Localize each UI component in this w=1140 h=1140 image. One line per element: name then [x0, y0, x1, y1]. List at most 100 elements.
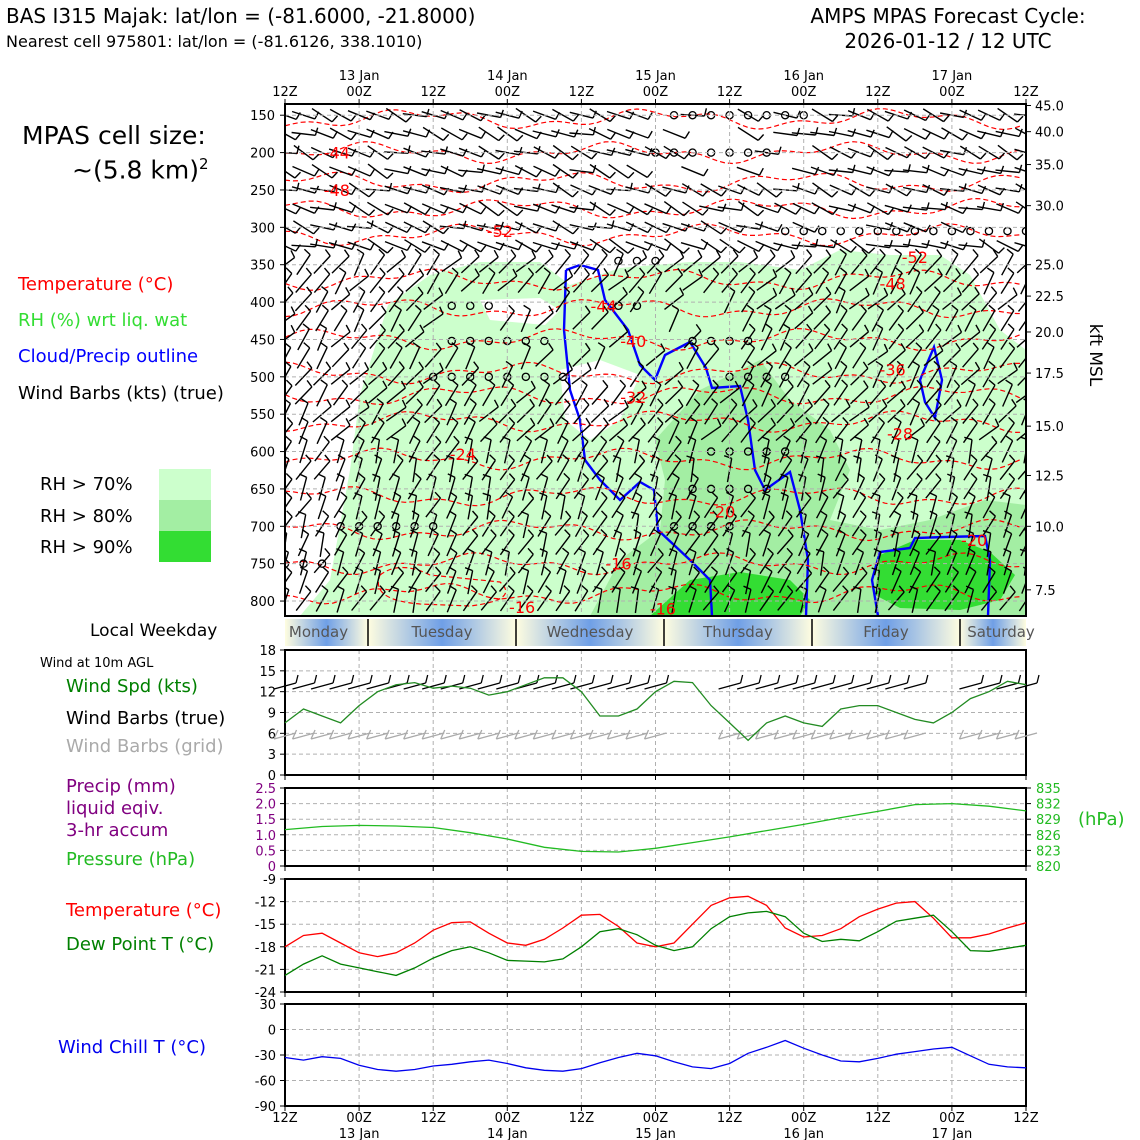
- windchill-xtick-label: 12Z: [569, 1111, 595, 1126]
- wind-barb-feather: [572, 227, 579, 235]
- wind-barb: [922, 108, 944, 123]
- wind-barb-feather: [905, 134, 913, 142]
- wind10m-barb-feather: [739, 674, 744, 684]
- wind-barb-feather: [688, 491, 697, 497]
- wind-barb: [866, 166, 890, 177]
- wind10m-barb-feather: [554, 674, 558, 684]
- temperature-line: [284, 895, 1027, 958]
- wind10m-barb-feather: [591, 674, 596, 684]
- wind-barb-feather: [490, 585, 497, 593]
- wind-barb: [611, 497, 626, 519]
- grid-barb: [977, 732, 1001, 740]
- grid-barb: [885, 732, 908, 740]
- wind-barb: [532, 241, 557, 251]
- wind10m-barb: [755, 682, 778, 690]
- wind-barb: [983, 272, 995, 295]
- wind-barb: [349, 368, 369, 385]
- wind-barb-feather: [564, 529, 571, 536]
- grid-barb: [551, 732, 575, 740]
- wind-barb-feather: [583, 267, 590, 275]
- wind-barb: [370, 422, 385, 444]
- wind-barb-feather: [561, 416, 569, 423]
- wind-barb-feather: [801, 529, 810, 535]
- wind-barb-feather: [397, 566, 405, 574]
- wind-barb-feather: [1038, 149, 1042, 156]
- grid-barb-feather: [310, 729, 316, 740]
- wind-barb-feather: [837, 529, 846, 535]
- windchill-date-label: 15 Jan: [635, 1127, 676, 1140]
- wind-barb: [615, 458, 622, 483]
- wind-barb-feather: [350, 114, 357, 122]
- grid-barb-feather: [773, 729, 779, 740]
- wind-barb-feather: [763, 529, 771, 535]
- wind-barb-feather: [1023, 398, 1026, 402]
- wind-barb: [983, 346, 995, 370]
- wind-barb-feather: [391, 473, 400, 479]
- wind-barb: [945, 421, 959, 444]
- wind-barb: [962, 348, 979, 368]
- wind-barb: [439, 225, 464, 230]
- wind-barb-feather: [950, 528, 958, 535]
- wind-barb: [347, 225, 372, 229]
- pressure-tick-label: 820: [1036, 860, 1061, 875]
- wind-barb-feather: [1006, 248, 1014, 255]
- wind-barb: [557, 440, 569, 463]
- wind-barb: [407, 571, 422, 594]
- grid-barb: [366, 732, 389, 740]
- wind-barb: [299, 439, 308, 464]
- wind-barb-feather: [912, 267, 921, 273]
- wind-barb-feather: [915, 342, 923, 349]
- wind-barb: [336, 439, 345, 464]
- wind-barb: [902, 243, 927, 249]
- windchill-xtick-label: 12Z: [865, 1111, 891, 1126]
- wind-barb-feather: [333, 202, 337, 211]
- wind-barb-feather: [1002, 492, 1011, 497]
- wind-barb: [317, 495, 327, 520]
- cross-section-fields: [285, 104, 1042, 616]
- wind-barb-feather: [313, 168, 320, 177]
- wind-barb: [909, 533, 921, 557]
- temperature-label: -36: [880, 360, 906, 379]
- wind-barb-feather: [300, 566, 308, 572]
- wind-barb-feather: [961, 133, 968, 141]
- wind-barb-feather: [998, 152, 1006, 160]
- wind-barb: [294, 367, 313, 386]
- panel-ytick-label: 15: [259, 665, 276, 680]
- wind-barb: [647, 554, 664, 574]
- wind-barb-feather: [970, 454, 978, 461]
- wind-barb: [333, 534, 348, 556]
- wind-barb-feather: [1017, 206, 1024, 214]
- calm-circle: [706, 336, 716, 346]
- wind-barb-feather: [957, 324, 963, 333]
- wind-barb-feather: [546, 454, 553, 462]
- wind10m-barb-feather: [480, 674, 484, 684]
- wind-barb: [849, 275, 870, 292]
- xs-rtick-label: 12.5: [1035, 469, 1064, 484]
- wind-barb-feather: [354, 492, 363, 497]
- grid-barb: [811, 732, 834, 740]
- wind-barb-feather: [720, 246, 728, 254]
- wind-barb-feather: [1017, 244, 1024, 252]
- grid-barb-feather: [440, 729, 446, 740]
- wind-barb: [812, 182, 833, 198]
- wind-barb: [300, 514, 307, 539]
- wind-barb: [873, 551, 882, 576]
- wind-barb: [922, 165, 945, 177]
- nearest-cell: Nearest cell 975801: lat/lon = (-81.6126…: [6, 32, 423, 51]
- wind-barb-feather: [784, 267, 792, 274]
- wind-barb: [922, 146, 945, 159]
- xs-ytick-label: 250: [250, 184, 275, 199]
- wind-barb-feather: [609, 115, 616, 122]
- wind-barb-feather: [842, 585, 849, 592]
- wind-barb-feather: [749, 417, 756, 424]
- panel-ytick-label: 12: [259, 686, 276, 701]
- wind-barb: [946, 533, 958, 557]
- wind-barb: [926, 422, 941, 444]
- wind-barb-feather: [925, 132, 931, 140]
- wind-barb-feather: [807, 398, 813, 407]
- wind-barb-feather: [601, 248, 608, 256]
- wind-barb-feather: [345, 399, 351, 408]
- wind-barb: [316, 384, 328, 407]
- wind10m-barb: [959, 682, 982, 690]
- wind-barb: [966, 533, 975, 557]
